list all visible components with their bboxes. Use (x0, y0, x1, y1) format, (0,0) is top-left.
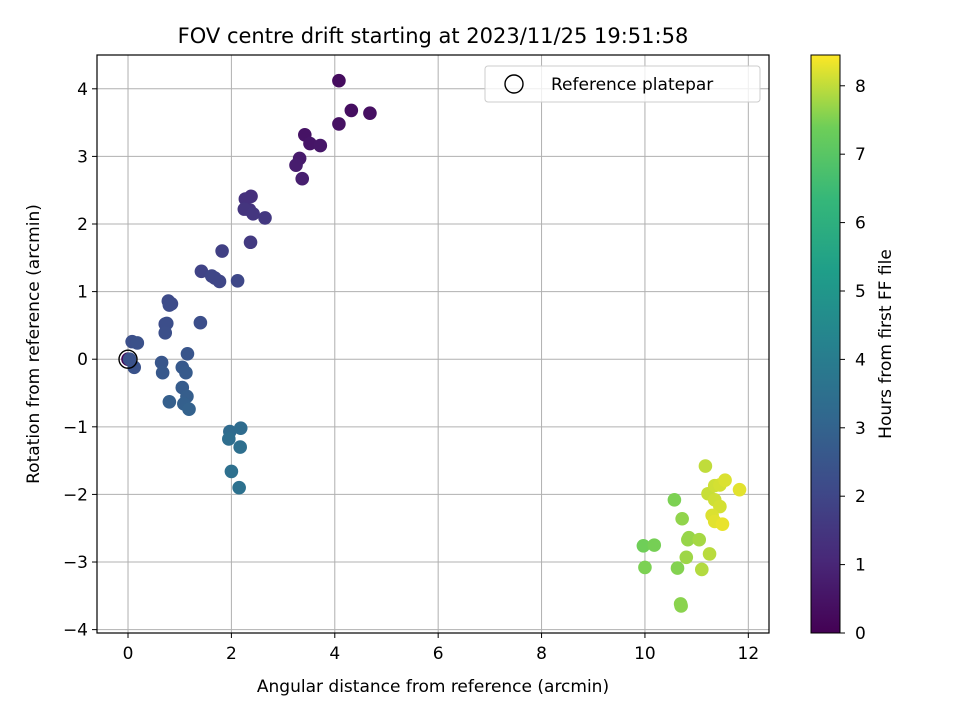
data-point (679, 550, 694, 565)
data-point (674, 599, 688, 613)
data-points (121, 73, 747, 613)
colorbar-ticks: 0 1 2 3 4 5 6 7 8 (840, 77, 866, 644)
data-point (233, 421, 248, 435)
data-point (713, 499, 727, 514)
colorbar-tick-label: 1 (855, 556, 866, 576)
data-point (246, 207, 260, 221)
x-tick-label: 6 (433, 644, 444, 664)
data-point (212, 274, 227, 289)
data-point (295, 171, 310, 186)
data-point (238, 192, 253, 206)
plot-frame (96, 54, 770, 634)
colorbar-tick-label: 5 (855, 282, 866, 302)
data-point (162, 395, 177, 409)
colorbar-tick-label: 8 (855, 77, 866, 97)
x-axis-ticks: 0 2 4 6 8 10 12 (123, 633, 760, 664)
colorbar-tick-label: 0 (855, 624, 866, 644)
x-tick-label: 2 (226, 644, 237, 664)
data-point (638, 560, 652, 575)
data-point (243, 235, 258, 250)
y-tick-label: 4 (77, 80, 88, 100)
data-point (718, 473, 732, 488)
data-point (222, 432, 236, 446)
y-axis-label: Rotation from reference (arcmin) (24, 204, 44, 484)
data-point (667, 493, 682, 507)
data-point (182, 402, 196, 417)
data-point (313, 138, 328, 153)
data-point (230, 273, 245, 288)
legend: Reference platepar (484, 65, 761, 103)
legend-label: Reference platepar (551, 75, 713, 95)
x-tick-label: 0 (123, 644, 134, 664)
colorbar-tick-label: 2 (855, 487, 866, 507)
data-point (162, 298, 177, 312)
x-axis-label: Angular distance from reference (arcmin) (257, 677, 609, 697)
data-point (692, 532, 707, 547)
colorbar-tick-label: 3 (855, 419, 866, 439)
data-point (232, 480, 246, 495)
y-tick-label: −4 (63, 621, 88, 641)
x-tick-label: 12 (738, 644, 760, 664)
data-point (289, 158, 303, 172)
data-point (344, 103, 359, 118)
data-point (715, 517, 730, 531)
data-point (258, 211, 272, 225)
colorbar-tick-label: 6 (855, 214, 866, 234)
data-point (732, 482, 747, 497)
data-point (233, 440, 247, 454)
grid-lines (97, 55, 769, 633)
data-point (702, 547, 717, 561)
data-point (332, 117, 346, 131)
reference-point (118, 349, 138, 369)
legend-marker-icon (504, 74, 524, 94)
data-point (130, 336, 145, 350)
data-point (194, 264, 209, 279)
data-point (224, 464, 239, 479)
y-tick-label: 0 (77, 350, 88, 370)
data-point (363, 106, 377, 120)
y-tick-label: 1 (77, 283, 88, 303)
data-point (682, 530, 696, 545)
data-point (180, 347, 195, 361)
data-point (122, 352, 137, 367)
data-point (647, 538, 662, 552)
data-point (179, 365, 193, 380)
reference-marker (118, 349, 138, 369)
x-tick-label: 4 (329, 644, 340, 664)
data-point (215, 244, 229, 258)
colorbar-tick-label: 4 (855, 350, 866, 370)
y-tick-label: −2 (63, 485, 88, 505)
data-point (675, 511, 689, 526)
colorbar-tick-label: 7 (855, 145, 866, 165)
data-point (303, 136, 317, 151)
y-tick-label: 2 (77, 215, 88, 235)
data-point (193, 315, 208, 330)
data-point (332, 73, 346, 88)
y-tick-label: −3 (63, 553, 88, 573)
y-tick-label: −1 (63, 418, 88, 438)
data-point (636, 538, 651, 553)
data-point (670, 561, 685, 575)
colorbar-label: Hours from first FF file (876, 249, 896, 439)
x-tick-label: 10 (634, 644, 656, 664)
data-point (698, 459, 713, 473)
y-axis-ticks: −4 −3 −2 −1 0 1 2 3 4 (63, 80, 97, 641)
colorbar (810, 54, 841, 634)
data-point (154, 355, 169, 370)
chart-title: FOV centre drift starting at 2023/11/25 … (178, 24, 689, 48)
legend-box (484, 65, 761, 103)
data-point (695, 562, 709, 577)
y-tick-label: 3 (77, 147, 88, 167)
data-point (155, 365, 170, 380)
x-tick-label: 8 (536, 644, 547, 664)
data-point (158, 326, 173, 340)
